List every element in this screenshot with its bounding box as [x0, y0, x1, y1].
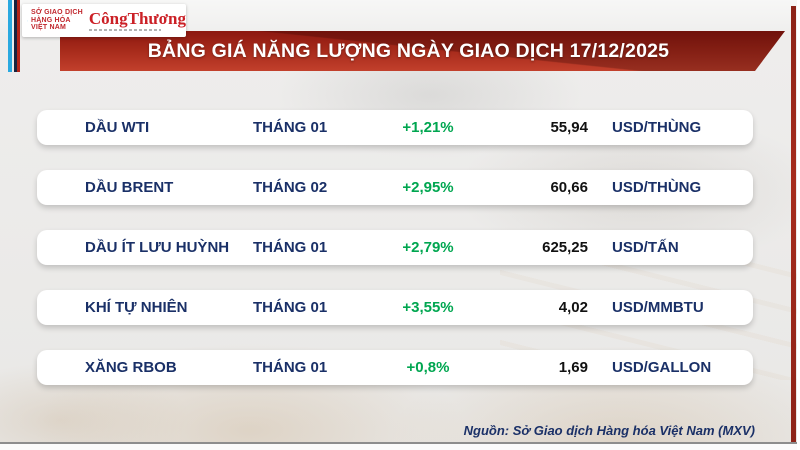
bottom-edge — [0, 444, 797, 450]
change-percent: +3,55% — [402, 299, 454, 316]
price-unit: USD/THÙNG — [612, 179, 702, 196]
contract-month: THÁNG 01 — [253, 359, 328, 376]
price-unit: USD/TẤN — [612, 239, 679, 256]
price-unit: USD/MMBTU — [612, 299, 704, 316]
bottom-divider — [0, 442, 797, 444]
price-unit: USD/GALLON — [612, 359, 712, 376]
table-row: KHÍ TỰ NHIÊN THÁNG 01 +3,55% 4,02 USD/MM… — [37, 290, 753, 325]
congthuong-logo: CôngThương — [88, 8, 186, 32]
change-percent: +2,79% — [402, 239, 454, 256]
page-title: BẢNG GIÁ NĂNG LƯỢNG NGÀY GIAO DỊCH 17/12… — [147, 39, 670, 62]
mxv-logo-text: SỞ GIAO DỊCH HÀNG HÓA VIỆT NAM — [31, 9, 83, 32]
price-value: 1,69 — [558, 359, 588, 376]
commodity-name: DẦU ÍT LƯU HUỲNH — [85, 239, 230, 256]
table-row: DẦU WTI THÁNG 01 +1,21% 55,94 USD/THÙNG — [37, 110, 753, 145]
right-accent-stripe — [791, 6, 796, 444]
price-unit: USD/THÙNG — [612, 119, 702, 136]
change-percent: +2,95% — [402, 179, 454, 196]
contract-month: THÁNG 02 — [253, 179, 328, 196]
left-accent-stripe-navy — [14, 0, 17, 72]
price-value: 625,25 — [542, 239, 588, 256]
price-value: 55,94 — [550, 119, 588, 136]
table-row: DẦU ÍT LƯU HUỲNH THÁNG 01 +2,79% 625,25 … — [37, 230, 753, 265]
mxv-logo-line: HÀNG HÓA — [30, 16, 71, 24]
left-accent-stripe-red — [17, 0, 20, 72]
commodity-name: XĂNG RBOB — [85, 359, 177, 376]
table-row: DẦU BRENT THÁNG 02 +2,95% 60,66 USD/THÙN… — [37, 170, 753, 205]
logo-plate: SỞ GIAO DỊCH HÀNG HÓA VIỆT NAM CôngThươn… — [22, 4, 186, 37]
mxv-logo-line: SỞ GIAO DỊCH — [30, 8, 83, 16]
table-row: XĂNG RBOB THÁNG 01 +0,8% 1,69 USD/GALLON — [37, 350, 753, 385]
contract-month: THÁNG 01 — [253, 239, 328, 256]
congthuong-wordmark: CôngThương — [88, 8, 186, 28]
source-credit: Nguồn: Sở Giao dịch Hàng hóa Việt Nam (M… — [463, 423, 755, 438]
left-accent-stripe-cyan — [8, 0, 12, 72]
contract-month: THÁNG 01 — [253, 119, 328, 136]
congthuong-tagline-bar — [88, 28, 161, 32]
price-value: 60,66 — [550, 179, 588, 196]
commodity-name: DẦU WTI — [85, 119, 150, 136]
change-percent: +1,21% — [402, 119, 454, 136]
price-value: 4,02 — [558, 299, 588, 316]
right-edge — [797, 0, 800, 450]
change-percent: +0,8% — [406, 359, 450, 376]
commodity-name: DẦU BRENT — [85, 179, 174, 196]
mxv-logo-line: VIỆT NAM — [30, 24, 66, 32]
mxv-chevrons-icon — [27, 20, 28, 21]
title-banner: BẢNG GIÁ NĂNG LƯỢNG NGÀY GIAO DỊCH 17/12… — [60, 31, 785, 71]
commodity-name: KHÍ TỰ NHIÊN — [85, 299, 188, 316]
contract-month: THÁNG 01 — [253, 299, 328, 316]
